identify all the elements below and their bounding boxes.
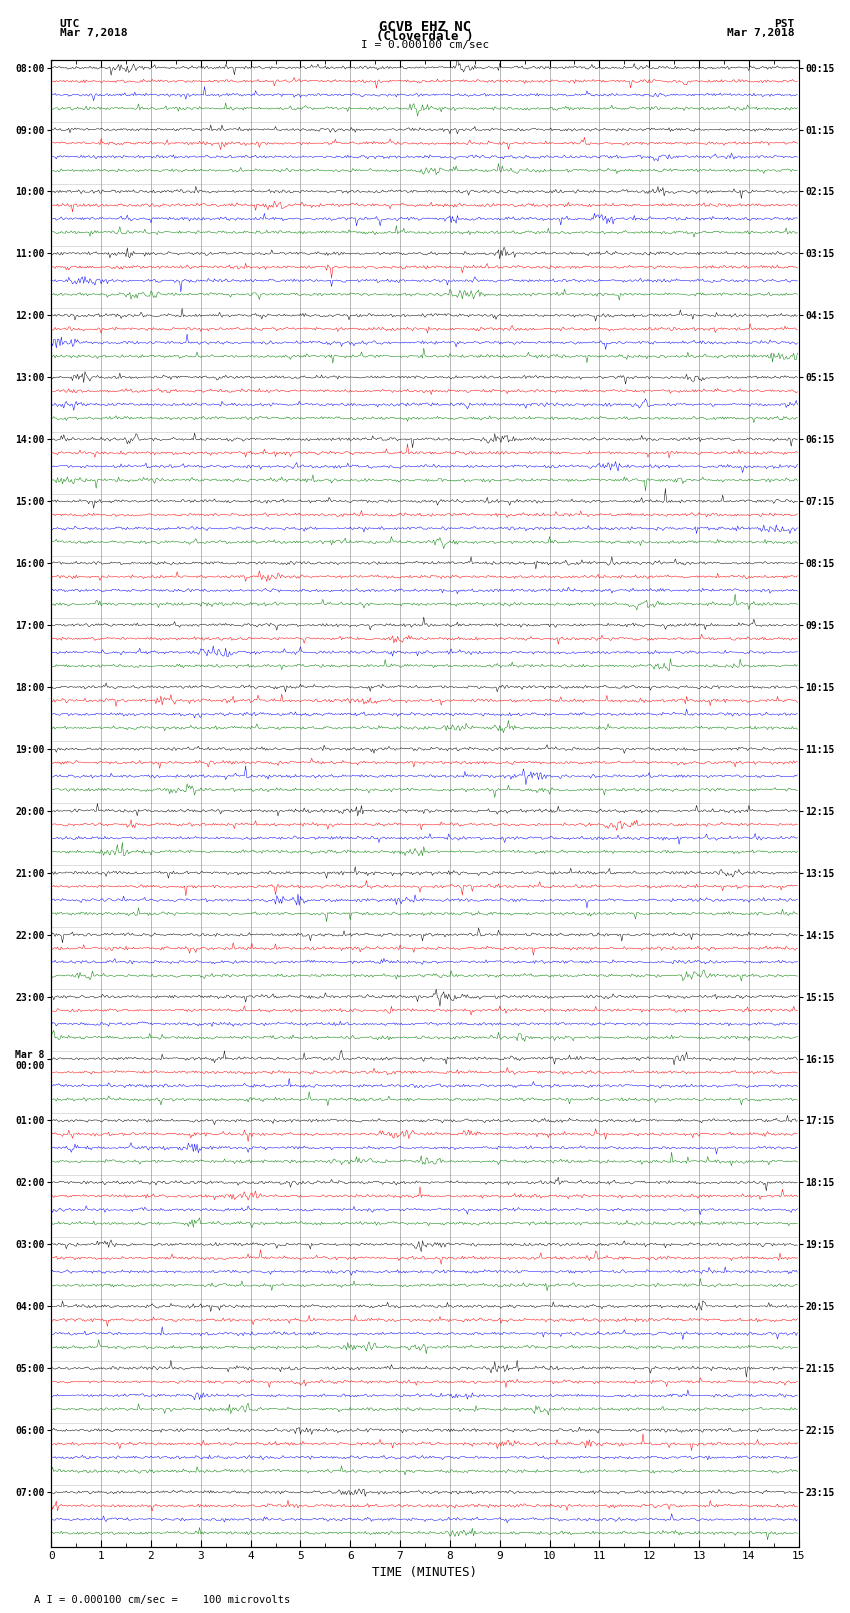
Text: UTC: UTC <box>60 18 80 29</box>
Text: GCVB EHZ NC: GCVB EHZ NC <box>379 19 471 34</box>
Text: I = 0.000100 cm/sec: I = 0.000100 cm/sec <box>361 39 489 50</box>
Text: (Cloverdale ): (Cloverdale ) <box>377 31 473 44</box>
X-axis label: TIME (MINUTES): TIME (MINUTES) <box>372 1566 478 1579</box>
Text: PST: PST <box>774 18 795 29</box>
Text: Mar 7,2018: Mar 7,2018 <box>60 29 127 39</box>
Text: Mar 7,2018: Mar 7,2018 <box>728 29 795 39</box>
Text: A I = 0.000100 cm/sec =    100 microvolts: A I = 0.000100 cm/sec = 100 microvolts <box>34 1595 290 1605</box>
